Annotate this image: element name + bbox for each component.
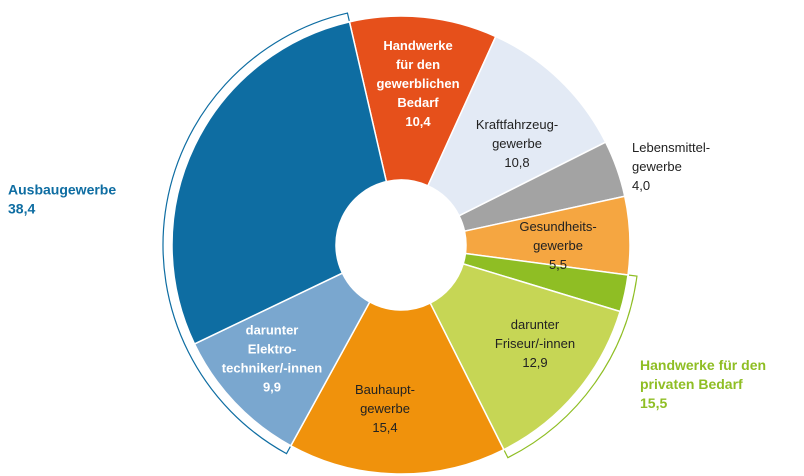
label-line: darunter [246,323,299,338]
label-line: techniker/-innen [222,361,322,376]
donut-segment [171,20,388,345]
label-line: Bedarf [397,95,439,110]
value-label: 12,9 [522,355,547,370]
value-label: 5,5 [549,257,567,272]
value-label: 10,8 [504,155,529,170]
label-line: gewerbe [360,401,410,416]
value-label: 9,9 [263,380,281,395]
label-line: Gesundheits- [519,219,596,234]
label-line: gewerbe [492,136,542,151]
segment-label: darunter Elektro-techniker/-innen 9,9 [222,323,322,395]
value-label: 4,0 [632,178,650,193]
label-line: gewerbe [533,238,583,253]
group-value: 15,5 [640,395,667,411]
segment-label: Bauhaupt-gewerbe 15,4 [355,382,415,435]
group-label: Handwerke für den privaten Bedarf 15,5 [640,357,766,411]
donut-segment [426,35,607,217]
group-value: 38,4 [8,200,35,216]
label-line: gewerblichen [376,76,459,91]
group-name: Handwerke für den [640,357,766,373]
group-label: Ausbaugewerbe 38,4 [8,181,116,216]
group-bracket [503,274,638,459]
group-name: Ausbaugewerbe [8,181,116,197]
label-line: Elektro- [248,342,296,357]
label-line: Friseur/-innen [495,336,575,351]
group-bracket [162,12,350,455]
donut-segment [289,300,505,475]
label-line: Handwerke [383,38,452,53]
label-line: Lebensmittel- [632,140,710,155]
segment-label: Handwerke für den gewerblichen Bedarf 10,4 [376,38,459,129]
label-line: gewerbe [632,159,682,174]
label-line: Bauhaupt- [355,382,415,397]
segment-label: Gesundheits-gewerbe 5,5 [519,219,596,272]
label-line: Kraftfahrzeug- [476,117,558,132]
donut-segment [348,15,497,187]
label-line: darunter [511,317,560,332]
segment-label: darunter Friseur/-innen 12,9 [495,317,575,370]
donut-segment [193,272,371,447]
label-line: für den [396,57,440,72]
value-label: 10,4 [405,114,431,129]
segment-label: Kraftfahrzeug-gewerbe 10,8 [476,117,558,170]
group-name: privaten Bedarf [640,376,743,392]
segment-label: Lebensmittel-gewerbe 4,0 [632,140,710,193]
donut-segment [429,262,622,451]
value-label: 15,4 [372,420,397,435]
